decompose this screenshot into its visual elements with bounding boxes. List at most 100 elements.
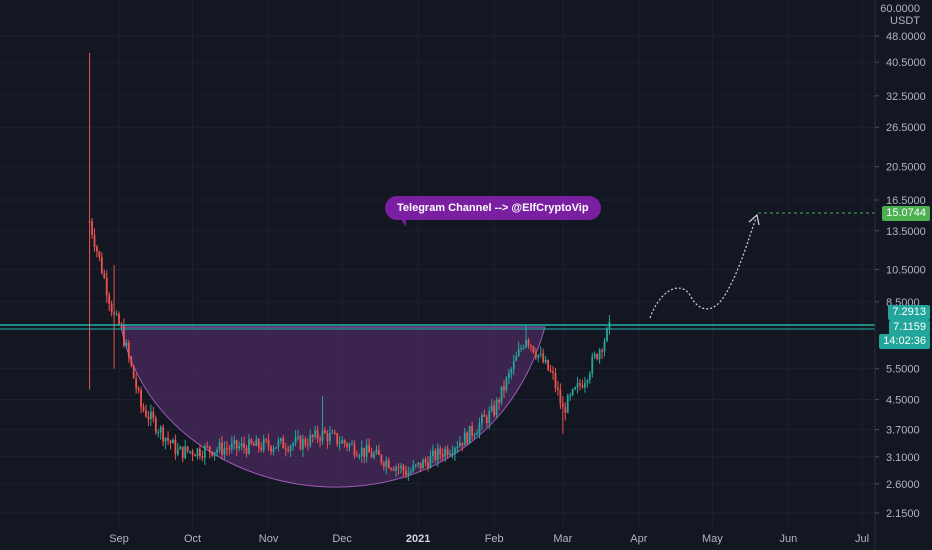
candle-body xyxy=(199,448,201,457)
last-price-tag[interactable]: 7.1159 xyxy=(889,320,930,335)
candle-body xyxy=(434,450,437,461)
candle-body xyxy=(240,443,243,447)
candle-body xyxy=(297,436,299,438)
candle-body xyxy=(203,446,206,458)
y-tick-label: 3.1000 xyxy=(886,452,920,464)
candlestick-series xyxy=(88,52,611,481)
y-tick-label: 32.5000 xyxy=(886,91,926,103)
candle-body xyxy=(429,455,432,469)
candle-body xyxy=(206,446,209,448)
x-tick-label: Nov xyxy=(259,533,279,545)
candle-body xyxy=(363,447,366,457)
x-tick-label: Jun xyxy=(780,533,798,545)
candle-body xyxy=(164,437,167,442)
candle-body xyxy=(478,423,481,433)
candle-body xyxy=(375,449,378,454)
candle-body xyxy=(539,353,542,355)
y-tick-label: 26.5000 xyxy=(886,122,926,134)
candle-body xyxy=(235,440,238,449)
candle-body xyxy=(265,439,268,441)
candle-body xyxy=(341,440,344,444)
candle-body xyxy=(324,430,326,434)
candle-body xyxy=(358,455,361,457)
candle-body xyxy=(436,448,439,461)
candle-body xyxy=(233,440,236,444)
candle-body xyxy=(549,370,552,372)
candle-body xyxy=(118,313,120,325)
candle-body xyxy=(593,354,596,357)
candle-body xyxy=(392,468,395,471)
candle-body xyxy=(257,439,260,448)
candle-body xyxy=(314,430,317,437)
annotation-bubble[interactable]: Telegram Channel --> @ElfCryptoVip xyxy=(385,196,601,220)
candle-body xyxy=(328,433,331,442)
candle-body xyxy=(189,451,192,453)
x-tick-label: May xyxy=(702,533,723,545)
candle-body xyxy=(554,372,557,388)
candle-body xyxy=(353,443,356,456)
candle-body xyxy=(157,432,160,434)
y-tick-label: 2.1500 xyxy=(886,508,920,520)
candle-body xyxy=(169,440,172,444)
candle-body xyxy=(466,432,469,444)
candle-body xyxy=(574,387,576,390)
candle-body xyxy=(598,350,601,360)
y-tick-label: 40.5000 xyxy=(886,57,926,69)
candle-body xyxy=(172,439,174,444)
candle-body xyxy=(331,432,334,434)
candle-body xyxy=(534,352,537,358)
candle-body xyxy=(591,356,594,374)
price-axis-unit: 60.0000 USDT xyxy=(880,4,920,27)
candle-body xyxy=(108,295,111,304)
candle-body xyxy=(262,439,265,450)
candle-body xyxy=(601,350,603,352)
time-axis[interactable]: Sep Oct Nov Dec 2021 Feb Mar Apr May Jun Jul xyxy=(109,533,869,545)
candle-body xyxy=(441,454,444,457)
candle-body xyxy=(105,277,108,296)
candle-body xyxy=(201,456,204,458)
candle-body xyxy=(88,221,91,223)
candle-body xyxy=(225,448,228,450)
candle-body xyxy=(603,341,606,352)
candle-body xyxy=(380,454,383,463)
candle-body xyxy=(422,460,424,469)
candle-body xyxy=(211,451,214,456)
candle-body xyxy=(343,440,346,444)
candle-body xyxy=(277,440,280,448)
candle-body xyxy=(387,460,390,469)
candle-body xyxy=(316,430,319,439)
candle-body xyxy=(385,460,388,467)
candle-body xyxy=(221,442,223,455)
projection-arrow-path[interactable] xyxy=(649,217,757,319)
candle-body xyxy=(527,340,530,346)
candle-body xyxy=(287,449,290,452)
x-tick-label: Dec xyxy=(332,533,352,545)
candle-body xyxy=(167,437,169,441)
candle-body xyxy=(456,446,459,449)
price-axis[interactable]: 48.0000 40.5000 32.5000 26.5000 20.5000 16.50… xyxy=(875,31,926,520)
candle-body xyxy=(537,354,540,358)
candle-body xyxy=(279,438,282,441)
candle-body xyxy=(498,399,500,403)
candle-body xyxy=(248,439,250,454)
resistance-price-tag[interactable]: 7.2913 xyxy=(888,305,930,320)
candle-body xyxy=(154,417,157,433)
candle-body xyxy=(294,437,297,444)
candle-body xyxy=(275,447,277,449)
candle-body xyxy=(495,399,498,416)
candle-body xyxy=(547,359,550,371)
y-tick-label: 10.5000 xyxy=(886,264,926,276)
candle-body xyxy=(132,365,135,379)
candle-body xyxy=(302,439,304,450)
candle-body xyxy=(289,445,292,452)
candle-body xyxy=(512,360,515,370)
x-tick-label: 2021 xyxy=(406,533,430,545)
candle-body xyxy=(245,447,248,454)
y-tick-label: 5.5000 xyxy=(886,364,920,376)
target-price-tag[interactable]: 15.0744 xyxy=(882,206,930,221)
candle-body xyxy=(319,438,321,441)
candle-body xyxy=(581,385,584,388)
candle-body xyxy=(505,377,508,391)
candle-body xyxy=(485,416,488,423)
